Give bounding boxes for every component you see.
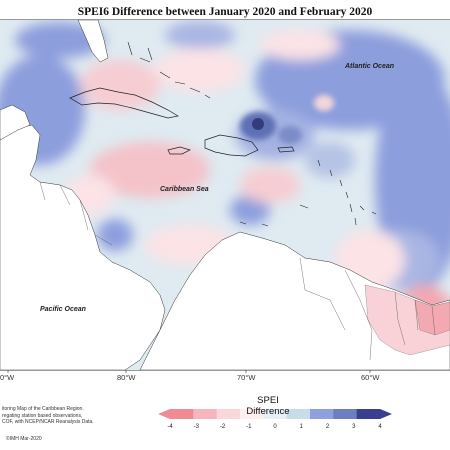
- legend-tick-label: 1: [299, 424, 303, 430]
- legend-tick-label: 0: [273, 424, 277, 430]
- cuba-land: [69, 87, 179, 119]
- spei-field: [0, 20, 450, 370]
- legend-swatch: [310, 409, 334, 419]
- legend-swatch: [216, 409, 241, 419]
- label-pacific-ocean: Pacific Ocean: [40, 306, 86, 313]
- map-title: SPEI6 Difference between January 2020 an…: [77, 6, 373, 18]
- country-boundaries: [39, 181, 436, 361]
- hispaniola-land: [204, 134, 259, 157]
- legend-tick-label: 2: [325, 424, 330, 430]
- lon-tick-60w: 60°W: [361, 373, 380, 382]
- label-atlantic-ocean: Atlantic Ocean: [345, 63, 395, 70]
- legend-colorbar: [158, 409, 392, 419]
- lon-tick-70w: 70°W: [237, 373, 256, 382]
- legend-tick-label: -3: [193, 424, 199, 430]
- copyright: ©IMH Mar-2020: [6, 436, 42, 442]
- legend-tick-label: 4: [378, 424, 382, 430]
- legend-tick-label: -1: [246, 424, 252, 430]
- south-america-land: [139, 231, 450, 370]
- island-outlines: [127, 41, 377, 227]
- legend-swatch: [286, 409, 311, 419]
- credits-text: itoring Map of the Caribbean Region. reg…: [2, 406, 94, 426]
- legend-swatch: [333, 409, 358, 419]
- legend-swatch: [193, 409, 218, 419]
- legend-tick-label: -4: [167, 424, 173, 430]
- lon-tick-90w: 0°W: [0, 373, 15, 382]
- legend-swatch: [356, 409, 381, 419]
- credits-line: regating station based observations,: [2, 412, 83, 419]
- legend-swatch: [170, 409, 194, 419]
- dry-anomaly-caribbean: [90, 142, 210, 198]
- legend-arrow-right: [380, 409, 392, 419]
- legend-arrow-left: [158, 409, 170, 419]
- credits-line: COF, with NCEP/NCAR Reanalysis Data.: [2, 419, 94, 425]
- legend-tick-label: 3: [352, 424, 356, 430]
- legend-title: SPEI Difference: [246, 395, 290, 417]
- credits-line: itoring Map of the Caribbean Region.: [2, 406, 84, 412]
- lon-tick-80w: 80°W: [117, 373, 136, 382]
- label-caribbean-sea: Caribbean Sea: [160, 186, 209, 193]
- legend-swatch: [240, 409, 264, 419]
- legend-tick-label: -2: [219, 424, 226, 430]
- legend-swatch: [263, 409, 288, 419]
